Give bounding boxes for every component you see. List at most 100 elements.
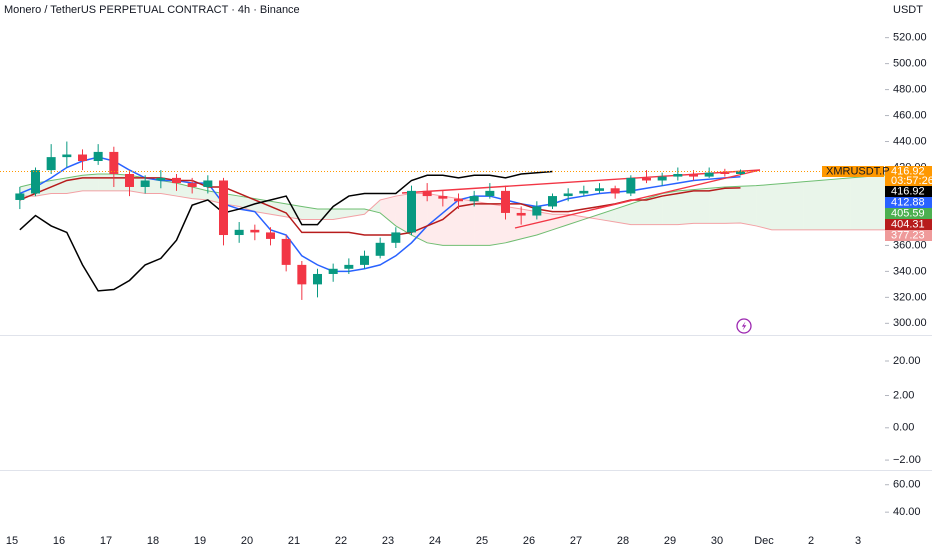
cloud-fill (740, 185, 757, 226)
cloud-fill (348, 209, 365, 217)
y-tick-label: 440.00 (893, 135, 927, 147)
cloud-fill (333, 209, 349, 220)
candle-body (673, 173, 683, 177)
candle-body (156, 177, 166, 181)
x-tick-label: 19 (194, 535, 206, 547)
candle-body (657, 176, 667, 181)
cloud-fill (865, 175, 882, 230)
y-tick-label: −2.00 (893, 454, 921, 466)
candle-body (46, 157, 56, 171)
candles-layer (15, 141, 745, 300)
y-tick-label: 0.00 (893, 422, 914, 434)
candle-body (563, 193, 573, 197)
candle-body (203, 180, 213, 187)
x-tick-label: 3 (855, 535, 861, 547)
countdown-label: 03:57:26 (891, 175, 932, 187)
symbol-label: XMRUSDT.P (826, 166, 890, 178)
currency-label: USDT (893, 4, 923, 16)
candle-body (579, 190, 589, 194)
candle-body (469, 196, 479, 202)
chart-title: Monero / TetherUS PERPETUAL CONTRACT · 4… (4, 4, 300, 16)
candle-body (454, 198, 463, 202)
cloud-fill (599, 209, 616, 223)
y-tick-label: 500.00 (893, 58, 927, 70)
symbol-label-box (822, 165, 884, 177)
trend-line (401, 169, 761, 194)
candle-body (219, 180, 228, 236)
trend-line (514, 169, 761, 229)
candle-body (360, 255, 369, 265)
x-tick-label: 20 (241, 535, 253, 547)
x-tick-label: Dec (754, 535, 774, 547)
candle-body (516, 212, 526, 216)
cloud-fill (724, 186, 741, 224)
candle-body (266, 232, 275, 239)
cloud-fill (364, 199, 381, 215)
cloud-fill (82, 173, 99, 191)
x-tick-label: 2 (808, 535, 814, 547)
x-tick-label: 25 (476, 535, 488, 547)
y-tick-label: 20.00 (893, 355, 921, 367)
price-label: 416.92 (891, 166, 925, 178)
candle-body (422, 190, 432, 197)
price-label-box (885, 207, 932, 219)
x-tick-label: 16 (53, 535, 65, 547)
candle-body (407, 190, 416, 233)
candle-body (328, 268, 338, 274)
candle-body (78, 154, 87, 162)
cloud-fill (568, 214, 584, 225)
candle-body (595, 188, 604, 191)
cloud-fill (756, 184, 772, 230)
x-tick-label: 21 (288, 535, 300, 547)
candle-body (626, 177, 636, 194)
cloud-fill (662, 190, 678, 225)
candle-body (250, 229, 260, 233)
candle-body (344, 264, 354, 269)
x-tick-label: 24 (429, 535, 441, 547)
price-label-box (885, 229, 932, 241)
x-tick-label: 15 (6, 535, 18, 547)
indicator-line (19, 156, 741, 273)
x-tick-label: 23 (382, 535, 394, 547)
cloud-fill (803, 180, 819, 230)
candle-body (375, 242, 385, 256)
cloud-fill (458, 198, 475, 246)
price-label: 377.23 (891, 230, 925, 242)
cloud-fill (850, 176, 866, 230)
candle-body (485, 190, 495, 197)
candle-body (532, 206, 542, 216)
cloud-fill (380, 196, 396, 226)
cloud-fill (709, 186, 725, 224)
y-tick-label: 360.00 (893, 239, 927, 251)
candle-body (438, 196, 448, 199)
candle-body (187, 183, 197, 187)
price-label-box (885, 185, 932, 197)
candle-body (313, 273, 322, 285)
candle-body (125, 173, 134, 187)
cloud-fill (536, 211, 553, 236)
alert-icon[interactable] (736, 318, 752, 334)
y-tick-label: 300.00 (893, 317, 927, 329)
x-tick-label: 29 (664, 535, 676, 547)
candle-body (391, 232, 401, 243)
price-label-box (885, 196, 932, 208)
x-tick-label: 28 (617, 535, 629, 547)
y-tick-label: 2.00 (893, 389, 914, 401)
x-tick-label: 18 (147, 535, 159, 547)
cloud-fill (615, 203, 631, 225)
price-labels: 416.9203:57:26XMRUSDT.P416.92412.88405.5… (822, 166, 932, 242)
candle-body (736, 171, 745, 174)
candle-body (93, 151, 103, 162)
cloud-fill (818, 179, 835, 230)
cloud-fill (787, 181, 804, 230)
candle-body (109, 151, 119, 174)
candle-body (297, 264, 307, 285)
cloud-fill (160, 180, 177, 197)
price-label: 405.59 (891, 208, 925, 220)
x-tick-label: 22 (335, 535, 347, 547)
cloud-fill (630, 198, 647, 225)
candle-body (720, 172, 730, 174)
price-label-box (885, 165, 932, 186)
